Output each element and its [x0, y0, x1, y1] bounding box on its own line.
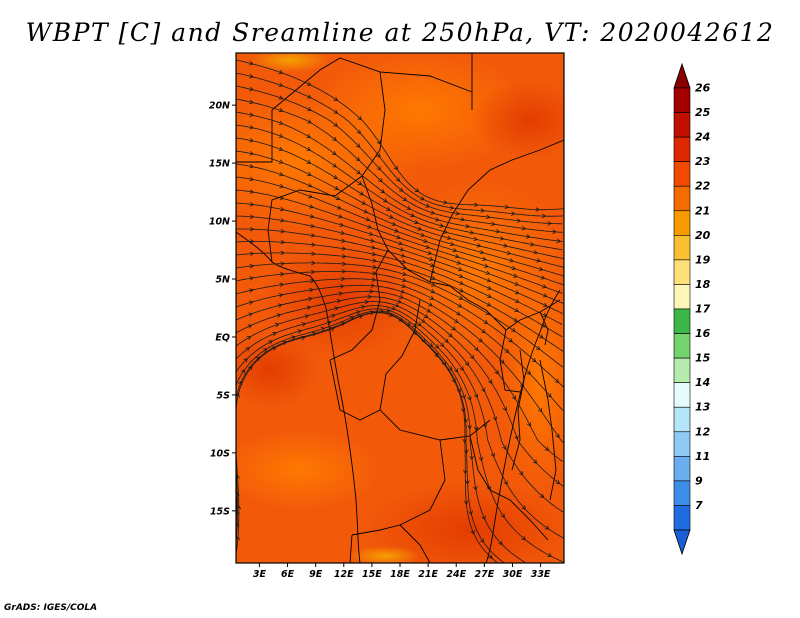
colorbar-label: 25 [695, 106, 711, 119]
lon-tick-label: 33E [531, 569, 551, 580]
colorbar-label: 11 [695, 450, 710, 463]
streamline [236, 226, 563, 325]
colorbar-label: 7 [695, 499, 703, 512]
lat-tick-label: 10S [210, 448, 230, 459]
lat-tick-label: EQ [215, 332, 230, 343]
lat-tick-label: 5N [215, 275, 230, 286]
streamline [236, 98, 563, 234]
streamline [236, 150, 564, 268]
lon-tick-label: 3E [253, 569, 267, 580]
streamline [236, 283, 564, 443]
streamline [236, 72, 564, 219]
wbpt-field [236, 53, 564, 563]
colorbar-swatch [673, 308, 691, 334]
colorbar-label: 13 [695, 401, 711, 414]
streamline [236, 111, 563, 244]
colorbar-label: 9 [695, 474, 703, 487]
colorbar-swatch [673, 136, 691, 162]
colorbar-label: 19 [695, 253, 711, 266]
colorbar-swatch [673, 185, 691, 212]
colorbar-swatch [673, 333, 691, 359]
streamline [236, 308, 526, 563]
colorbar-label: 21 [695, 204, 710, 217]
colorbar-label: 15 [695, 352, 711, 365]
colorbar-label: 16 [695, 327, 711, 340]
colorbar-swatch [673, 382, 691, 408]
colorbar-label: 22 [695, 180, 711, 193]
colorbar-top-arrow [673, 62, 691, 89]
colorbar-swatch [673, 259, 691, 285]
streamline [236, 310, 505, 563]
colorbar-swatch [673, 480, 691, 506]
streamline [236, 250, 564, 352]
lon-tick-label: 30E [503, 569, 523, 580]
lat-tick-label: 20N [209, 101, 230, 112]
country-borders [236, 53, 564, 563]
colorbar-label: 23 [695, 155, 711, 168]
streamline [236, 304, 564, 539]
streamline [236, 176, 564, 286]
colorbar-label: 24 [695, 131, 710, 144]
lon-tick-label: 12E [334, 569, 354, 580]
lon-tick-label: 9E [309, 569, 323, 580]
colorbar-label: 26 [695, 82, 711, 95]
streamline [236, 124, 563, 251]
map-title: WBPT [C] and Sreamline at 250hPa, VT: 20… [25, 18, 775, 47]
streamline [236, 201, 564, 304]
colorbar-bottom-arrow [673, 529, 691, 556]
streamlines [236, 59, 564, 563]
lon-tick-label: 6E [281, 569, 295, 580]
lon-tick-label: 24E [446, 569, 466, 580]
colorbar-swatch [673, 284, 691, 310]
longitude-axis: 3E 6E 9E 12E 15E 18E 21E 24E 27E 30E 33E [253, 563, 551, 580]
colorbar-swatch [673, 406, 691, 433]
colorbar-swatch [673, 505, 691, 531]
colorbar-swatch [673, 112, 691, 138]
lon-tick-label: 18E [390, 569, 410, 580]
colorbar-label: 18 [695, 278, 711, 291]
colorbar-label: 12 [695, 425, 711, 438]
colorbar-swatch [673, 87, 691, 113]
streamline [236, 455, 242, 555]
colorbar-swatch [673, 210, 691, 236]
colorbar-label: 20 [695, 229, 711, 242]
streamline [236, 239, 563, 338]
lat-tick-label: 10N [209, 217, 230, 228]
streamline [236, 299, 564, 513]
lat-tick-label: 15N [209, 159, 230, 170]
streamline [236, 189, 563, 294]
streamline [236, 269, 564, 388]
lon-tick-label: 27E [474, 569, 494, 580]
colorbar-swatch [673, 431, 691, 457]
colorbar-swatch [673, 456, 691, 482]
streamline [236, 137, 564, 259]
streamline [236, 276, 564, 411]
streamline [236, 312, 498, 563]
lat-tick-label: 5S [217, 390, 231, 401]
streamline [236, 85, 563, 226]
colorbar: 26 25 24 23 22 21 20 19 18 17 16 15 14 13 12 11 9 7 [673, 62, 711, 556]
lat-tick-label: 15S [210, 506, 230, 517]
streamline [236, 260, 563, 368]
lon-tick-label: 15E [362, 569, 382, 580]
streamline [236, 59, 564, 212]
colorbar-swatch [673, 161, 691, 187]
streamline [236, 163, 564, 277]
colorbar-swatch [673, 357, 691, 383]
colorbar-swatch [673, 235, 691, 261]
streamline [236, 289, 563, 462]
streamline [236, 214, 564, 315]
lon-tick-label: 21E [418, 569, 438, 580]
streamline [236, 294, 564, 487]
streamline [236, 307, 564, 563]
credit-label: GrADS: IGES/COLA [4, 603, 98, 613]
latitude-axis: 20N 15N 10N 5N EQ 5S 10S 15S [209, 101, 236, 517]
colorbar-label: 14 [695, 376, 710, 389]
colorbar-label: 17 [695, 303, 711, 316]
